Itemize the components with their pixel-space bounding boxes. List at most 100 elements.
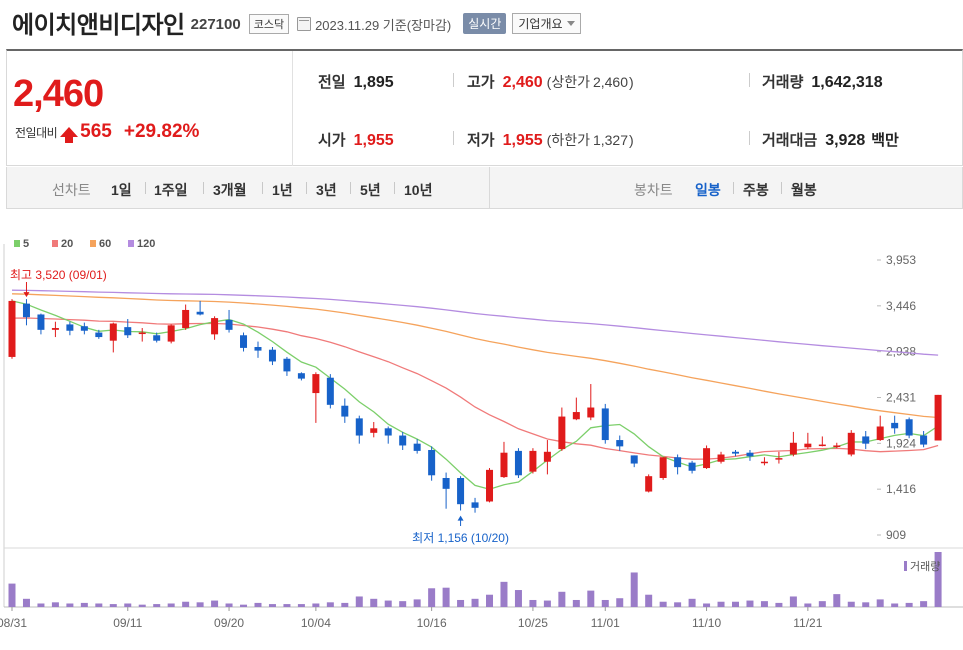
candle-body — [558, 416, 566, 450]
tab-weekly[interactable]: 주봉 — [743, 182, 769, 198]
candle-body — [326, 377, 334, 405]
candle-body — [428, 449, 436, 476]
low-value: 1,955 — [502, 132, 543, 149]
volume-bar — [601, 599, 609, 607]
candle-body — [760, 461, 768, 464]
volume-bar — [341, 602, 349, 607]
volume-bar — [818, 601, 826, 607]
current-price: 2,460 — [13, 73, 104, 115]
y-tick-label: 3,953 — [886, 253, 916, 267]
tab-separator — [781, 182, 782, 194]
tab-5y[interactable]: 5년 — [360, 182, 381, 198]
volume-bar — [51, 602, 59, 607]
candle-body — [51, 328, 59, 330]
volume-bar — [240, 604, 248, 607]
legend-swatch — [90, 240, 96, 247]
tab-separator — [733, 182, 734, 194]
candle-body — [297, 373, 305, 379]
candle-body — [442, 477, 450, 489]
candle-body — [630, 455, 638, 464]
volume-bar — [428, 588, 436, 607]
candle-body — [355, 418, 363, 436]
y-tick-label: 2,431 — [886, 391, 916, 405]
x-tick-label: 10/25 — [518, 616, 548, 630]
high-label: 고가 — [467, 74, 495, 91]
volume-bar — [630, 572, 638, 607]
volume-bar — [66, 603, 74, 607]
legend-swatch — [52, 240, 58, 247]
divider — [749, 131, 750, 145]
candle-body — [645, 476, 653, 492]
volume-bar — [109, 604, 117, 607]
prev-close-label: 전일 — [318, 74, 346, 91]
lower-limit-close: ) — [629, 132, 634, 148]
candle-body — [457, 477, 465, 505]
candle-body — [8, 300, 16, 357]
y-tick-label: 1,924 — [886, 436, 916, 450]
volume-bar — [514, 590, 522, 607]
change-label: 전일대비 — [15, 125, 58, 140]
amount-label: 거래대금 — [762, 132, 818, 149]
tab-1y[interactable]: 1년 — [272, 182, 293, 198]
candle-body — [920, 435, 928, 445]
candle-body — [833, 445, 841, 447]
volume-bar — [645, 594, 653, 607]
candle-body — [109, 323, 117, 341]
candle-body — [283, 358, 291, 372]
change-line: 전일대비 565 +29.82% — [15, 121, 199, 143]
candle-body — [268, 349, 276, 362]
volume-bar — [847, 601, 855, 607]
legend-swatch — [14, 240, 20, 247]
low-label: 저가 — [467, 132, 495, 149]
company-overview-label: 기업개요 — [518, 17, 563, 31]
volume-bar — [920, 601, 928, 607]
realtime-button[interactable]: 실시간 — [463, 13, 507, 34]
tab-1d[interactable]: 1일 — [111, 182, 132, 198]
volume-bar — [399, 601, 407, 607]
tab-3m[interactable]: 3개월 — [213, 182, 247, 198]
volume-bar — [196, 602, 204, 607]
tab-daily[interactable]: 일봉 — [695, 182, 721, 198]
lower-limit-label: (하한가 — [546, 132, 590, 148]
open-value: 1,955 — [353, 132, 394, 149]
volume-bar — [732, 601, 739, 607]
candle-body — [717, 454, 725, 462]
volume-bar — [876, 599, 884, 607]
company-name: 에이치앤비디자인 — [12, 11, 185, 39]
candle-body — [543, 451, 551, 462]
volume-bar — [297, 604, 305, 607]
divider — [749, 73, 750, 87]
candle-body — [486, 469, 494, 502]
tab-1w[interactable]: 1주일 — [154, 182, 188, 198]
candle-body — [399, 435, 407, 446]
tab-separator — [350, 182, 351, 194]
chevron-down-icon — [566, 21, 575, 26]
tab-10y[interactable]: 10년 — [404, 182, 433, 198]
volume-bar — [413, 599, 421, 607]
candle-body — [240, 335, 248, 348]
volume-bar — [355, 596, 363, 607]
tab-3y[interactable]: 3년 — [316, 182, 337, 198]
candle-body — [688, 462, 696, 471]
volume-bar — [587, 590, 595, 607]
amount-value: 3,928 — [825, 132, 866, 149]
market-badge: 코스닥 — [248, 13, 290, 34]
candle-body — [254, 346, 262, 351]
ma5-line — [11, 300, 939, 490]
volume-bar — [95, 603, 103, 607]
tab-monthly[interactable]: 월봉 — [791, 182, 817, 198]
volume-bar — [138, 604, 146, 607]
price-chart[interactable]: 3,953 3,446 2,938 2,431 1,924 1,416 909 5 20 60 12… — [0, 230, 963, 650]
candle-body — [804, 443, 812, 448]
volume-bar — [8, 583, 16, 607]
candle-body — [471, 502, 479, 508]
candle-body — [703, 448, 711, 469]
candle-body — [876, 426, 884, 441]
candle-body — [616, 440, 624, 447]
volume-stat: 거래량 1,642,318 — [762, 71, 883, 92]
volume-bar — [153, 604, 161, 607]
candle-body — [413, 443, 421, 451]
company-overview-button[interactable]: 기업개요 — [512, 13, 581, 34]
candle-body — [225, 319, 233, 330]
